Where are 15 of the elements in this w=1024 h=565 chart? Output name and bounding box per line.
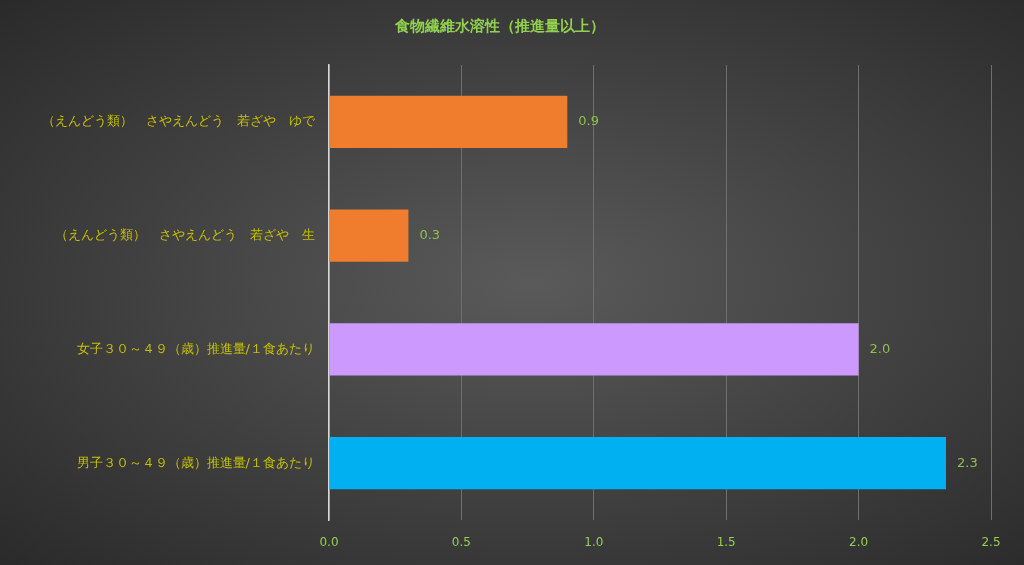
y-tick-label: （えんどう類） さやえんどう 若ざや ゆで [42,113,316,129]
y-tick-label: （えんどう類） さやえんどう 若ざや 生 [55,227,315,242]
x-tick-label: 1.0 [584,535,604,550]
y-tick-label: 女子３０～４９（歳）推進量/１食あたり [76,340,315,356]
y-tick-label: 男子３０～４９（歳）推進量/１食あたり [76,454,315,470]
x-tick-label: 2.0 [849,535,869,550]
x-tick-label: 0.5 [451,535,471,550]
x-tick-label: 0.0 [319,535,339,550]
data-label: 2.3 [956,454,978,470]
x-tick-label: 2.5 [981,535,1001,550]
x-tick-label: 1.5 [716,535,736,550]
data-label: 0.3 [419,227,441,242]
data-label: 2.0 [869,340,891,356]
data-label: 0.9 [578,113,600,129]
chart-title: 食物繊維水溶性（推進量以上） [393,16,605,35]
